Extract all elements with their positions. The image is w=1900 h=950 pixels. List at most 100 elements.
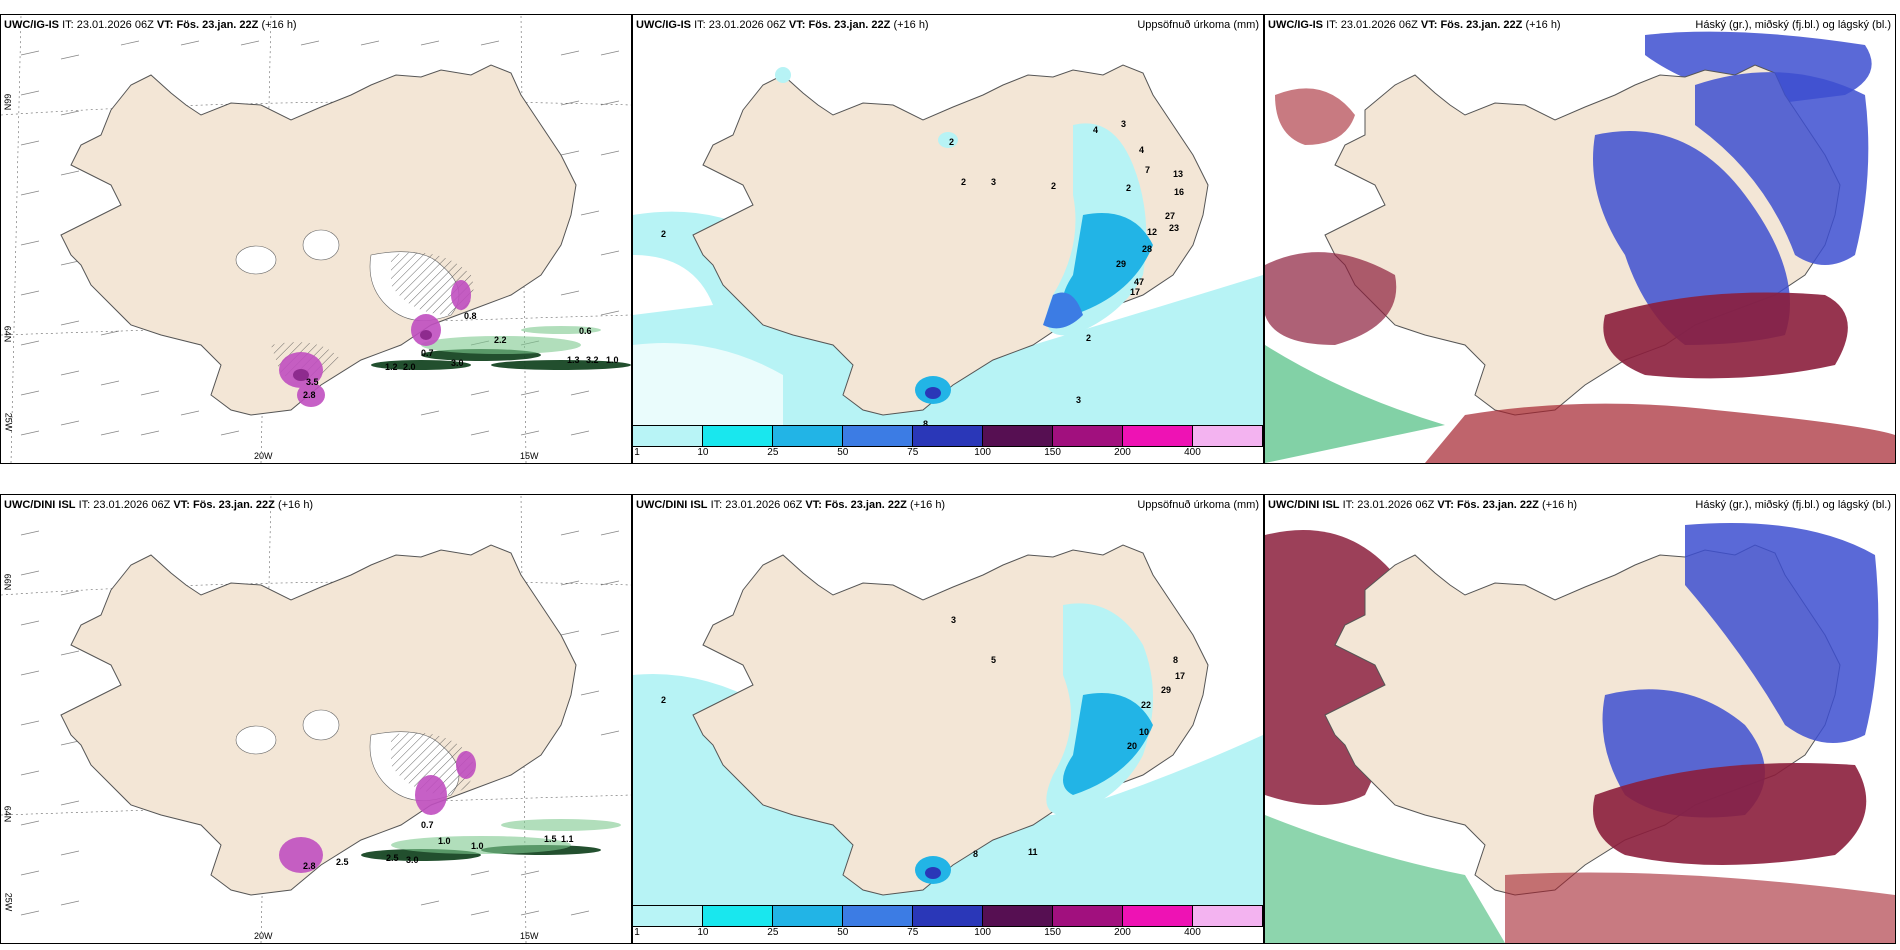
precip-map (633, 544, 1263, 905)
wind-value: 1.5 (544, 834, 557, 844)
legend-bins (633, 425, 1263, 447)
precip-value: 3 (991, 177, 997, 187)
precip-value: 2 (1086, 333, 1092, 343)
precip-value: 2 (1051, 181, 1057, 191)
wind-value: 0.6 (579, 326, 592, 336)
precip-value: 12 (1147, 227, 1158, 237)
legend-label: 50 (837, 927, 849, 938)
legend-bin (843, 426, 913, 446)
legend-label: 400 (1184, 447, 1201, 458)
legend-label: 100 (974, 927, 991, 938)
legend-bin (1053, 426, 1123, 446)
legend-label: 75 (907, 927, 919, 938)
precip-value: 3 (951, 615, 957, 625)
lat-label: 66N (2, 93, 13, 111)
precip-value: 16 (1174, 187, 1185, 197)
precip-value: 22 (1141, 700, 1152, 710)
precip-value: 27 (1165, 211, 1176, 221)
wind-value: 2.5 (386, 853, 399, 863)
legend-label: 1 (634, 447, 640, 458)
panel-bottom-left-wind: UWC/DINI ISL IT: 23.01.2026 06Z VT: Fös.… (0, 494, 632, 944)
legend-bin (1053, 906, 1123, 926)
precip-value: 23 (1169, 223, 1180, 233)
legend-label: 10 (697, 927, 709, 938)
wind-value: 1.1 (561, 834, 574, 844)
legend-bin (913, 426, 983, 446)
wind-value: 2.8 (303, 390, 316, 400)
legend-bin (773, 426, 843, 446)
legend-bin (983, 426, 1053, 446)
legend-bins (633, 905, 1263, 927)
legend-label: 50 (837, 447, 849, 458)
precip-value: 8 (973, 849, 979, 859)
wind-value: 0.7 (421, 820, 434, 830)
legend-bin (633, 426, 703, 446)
legend-label: 10 (697, 447, 709, 458)
wind-value: 1.2 (385, 362, 398, 372)
legend-label: 150 (1044, 927, 1061, 938)
precip-value: 11 (1028, 847, 1038, 857)
panel-header: UWC/IG-IS IT: 23.01.2026 06Z VT: Fös. 23… (1268, 19, 1561, 31)
precip-value: 8 (1173, 655, 1179, 665)
precip-value: 2 (949, 137, 955, 147)
precip-value: 5 (991, 655, 997, 665)
lat-label: 66N (2, 573, 13, 591)
panel-top-mid-precip: UWC/IG-IS IT: 23.01.2026 06Z VT: Fös. 23… (632, 14, 1264, 464)
legend-label: 200 (1114, 927, 1131, 938)
legend-label: 150 (1044, 447, 1061, 458)
legend-label: 25 (767, 447, 779, 458)
lat-label: 64N (2, 325, 13, 343)
precip-value: 4 (1093, 125, 1099, 135)
wind-value: 0.7 (421, 348, 434, 358)
precip-legend: 1 10 25 50 75 100 150 200 400 (633, 905, 1263, 943)
legend-bin (1193, 906, 1263, 926)
cloud-map (1265, 15, 1895, 463)
legend-bin (1123, 426, 1193, 446)
legend-bin (773, 906, 843, 926)
cloud-map (1265, 495, 1895, 943)
precip-value: 2 (1126, 183, 1132, 193)
panel-header: UWC/DINI ISL IT: 23.01.2026 06Z VT: Fös.… (4, 499, 314, 511)
wind-value: 2.2 (494, 335, 507, 345)
precip-legend: 1 10 25 50 75 100 150 200 400 (633, 425, 1263, 463)
legend-bin (703, 906, 773, 926)
panel-title: Uppsöfnuð úrkoma (mm) (1137, 499, 1259, 511)
legend-bin (913, 906, 983, 926)
panel-header: UWC/IG-IS IT: 23.01.2026 06Z VT: Fös. 23… (636, 19, 929, 31)
precip-value: 2 (661, 695, 667, 705)
precip-value: 3 (1121, 119, 1127, 129)
legend-bin (983, 906, 1053, 926)
precip-value: 29 (1161, 685, 1172, 695)
wind-value: 3.5 (306, 377, 319, 387)
wind-value: 3.0 (406, 855, 419, 865)
wind-value: 2.0 (403, 362, 416, 372)
wind-map (1, 495, 631, 943)
legend-bin (1123, 906, 1193, 926)
panel-bottom-right-clouds: UWC/DINI ISL IT: 23.01.2026 06Z VT: Fös.… (1264, 494, 1896, 944)
panel-title: Háský (gr.), miðský (fj.bl.) og lágský (… (1695, 499, 1891, 511)
wind-value: 2.5 (336, 857, 349, 867)
legend-label: 25 (767, 927, 779, 938)
precip-map (633, 64, 1263, 425)
lon-label: 20W (254, 451, 273, 461)
precip-value: 13 (1173, 169, 1184, 179)
legend-bin (1193, 426, 1263, 446)
lat-label: 64N (2, 805, 13, 823)
panel-title: Uppsöfnuð úrkoma (mm) (1137, 19, 1259, 31)
precip-value: 29 (1116, 259, 1127, 269)
legend-bin (843, 906, 913, 926)
precip-value: 2 (961, 177, 967, 187)
wind-value: 1.0 (438, 836, 451, 846)
panel-header: UWC/DINI ISL IT: 23.01.2026 06Z VT: Fös.… (636, 499, 946, 511)
lon-label: 20W (254, 931, 273, 941)
panel-header: UWC/IG-IS IT: 23.01.2026 06Z VT: Fös. 23… (4, 19, 297, 31)
precip-value: 7 (1145, 165, 1151, 175)
wind-value: 2.8 (303, 861, 316, 871)
wind-value: 3.2 (586, 355, 599, 365)
legend-label: 100 (974, 447, 991, 458)
lon-label: 15W (520, 451, 539, 461)
panel-title: Háský (gr.), miðský (fj.bl.) og lágský (… (1695, 19, 1891, 31)
legend-bin (633, 906, 703, 926)
wind-value: 3.0 (451, 358, 464, 368)
precip-value: 17 (1175, 671, 1186, 681)
